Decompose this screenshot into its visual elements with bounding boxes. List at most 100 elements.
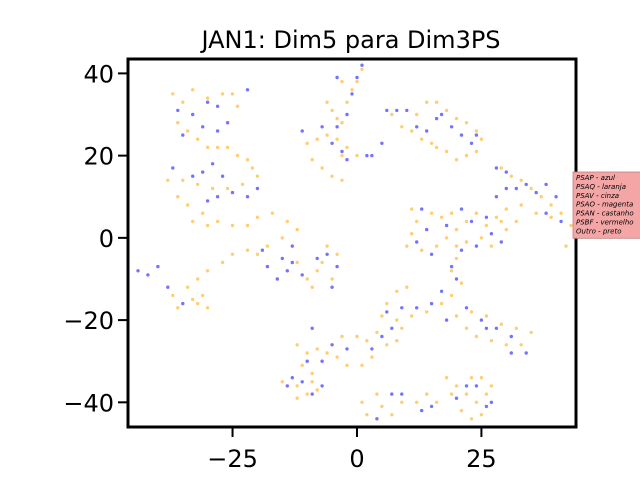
legend-entry: PSBF - vermelho [576, 219, 634, 227]
data-point [186, 203, 190, 207]
y-tick-label: −40 [63, 389, 114, 417]
data-point [499, 240, 503, 244]
data-point [325, 100, 329, 104]
data-point [335, 264, 339, 269]
data-point [176, 195, 180, 199]
data-point [449, 293, 454, 298]
data-point [340, 149, 344, 154]
data-point [255, 186, 260, 191]
data-point [385, 301, 389, 306]
data-point [335, 137, 339, 141]
data-point [400, 400, 404, 404]
data-point [405, 108, 409, 113]
legend-entry: PSAN - castanho [576, 210, 634, 218]
data-point [320, 260, 324, 265]
data-point [400, 392, 404, 396]
data-point [350, 88, 354, 92]
data-point [265, 264, 270, 269]
data-point [315, 256, 319, 261]
data-point [295, 396, 299, 400]
data-point [489, 232, 494, 236]
data-point [454, 314, 459, 318]
data-point [325, 133, 329, 137]
data-point [300, 363, 304, 367]
data-point [504, 343, 508, 347]
data-point [464, 384, 469, 388]
data-point [449, 125, 454, 129]
data-point [380, 141, 384, 145]
data-point [434, 116, 439, 121]
data-point [474, 133, 479, 137]
data-point [230, 223, 235, 228]
data-point [410, 129, 414, 133]
data-point [171, 92, 175, 96]
data-point [375, 392, 379, 396]
data-point [420, 408, 424, 413]
data-point [385, 343, 389, 347]
data-point [300, 129, 304, 133]
data-point [171, 293, 175, 298]
data-point [519, 178, 523, 182]
data-point [469, 141, 474, 145]
data-point [519, 203, 523, 207]
data-point [255, 215, 260, 219]
data-point [564, 244, 568, 248]
plot-area [136, 63, 578, 421]
data-point [365, 153, 369, 158]
data-point [469, 376, 474, 380]
data-point [425, 392, 429, 396]
data-point [459, 248, 464, 252]
data-point [415, 400, 419, 404]
data-point [514, 186, 518, 191]
data-point [464, 326, 469, 330]
data-point [225, 121, 230, 125]
data-point [285, 219, 289, 224]
data-point [186, 285, 190, 289]
data-point [365, 339, 369, 343]
legend-entry: PSAV - cinza [576, 192, 619, 200]
data-point [255, 252, 260, 256]
data-point [434, 244, 439, 248]
data-point [569, 223, 573, 228]
data-point [499, 322, 503, 326]
data-point [201, 125, 205, 129]
data-point [484, 326, 489, 330]
data-point [305, 141, 309, 145]
data-point [425, 310, 429, 314]
data-point [410, 207, 414, 211]
data-point [355, 79, 359, 84]
data-point [425, 129, 429, 133]
data-point [504, 207, 508, 211]
data-point [454, 256, 459, 261]
data-point [330, 141, 334, 145]
data-point [310, 285, 314, 289]
x-tick-label: 25 [466, 445, 497, 473]
data-point [330, 174, 334, 178]
data-point [484, 314, 489, 318]
data-point [439, 289, 444, 293]
data-point [370, 153, 374, 158]
data-point [534, 190, 538, 195]
data-point [275, 277, 279, 281]
data-point [444, 236, 449, 240]
data-point [415, 112, 419, 117]
data-point [310, 392, 314, 396]
data-point [370, 347, 374, 351]
data-point [235, 153, 240, 158]
data-point [146, 273, 150, 277]
data-point [215, 104, 220, 109]
data-point [375, 330, 379, 335]
data-point [464, 306, 469, 310]
data-point [270, 211, 275, 215]
data-point [350, 92, 354, 96]
data-point [444, 376, 449, 380]
data-point [355, 334, 359, 339]
data-point [230, 190, 235, 195]
data-point [400, 306, 404, 310]
data-point [410, 232, 414, 236]
data-point [136, 269, 140, 273]
data-point [330, 343, 334, 347]
data-point [504, 170, 508, 174]
data-point [215, 145, 220, 150]
data-point [415, 306, 419, 310]
